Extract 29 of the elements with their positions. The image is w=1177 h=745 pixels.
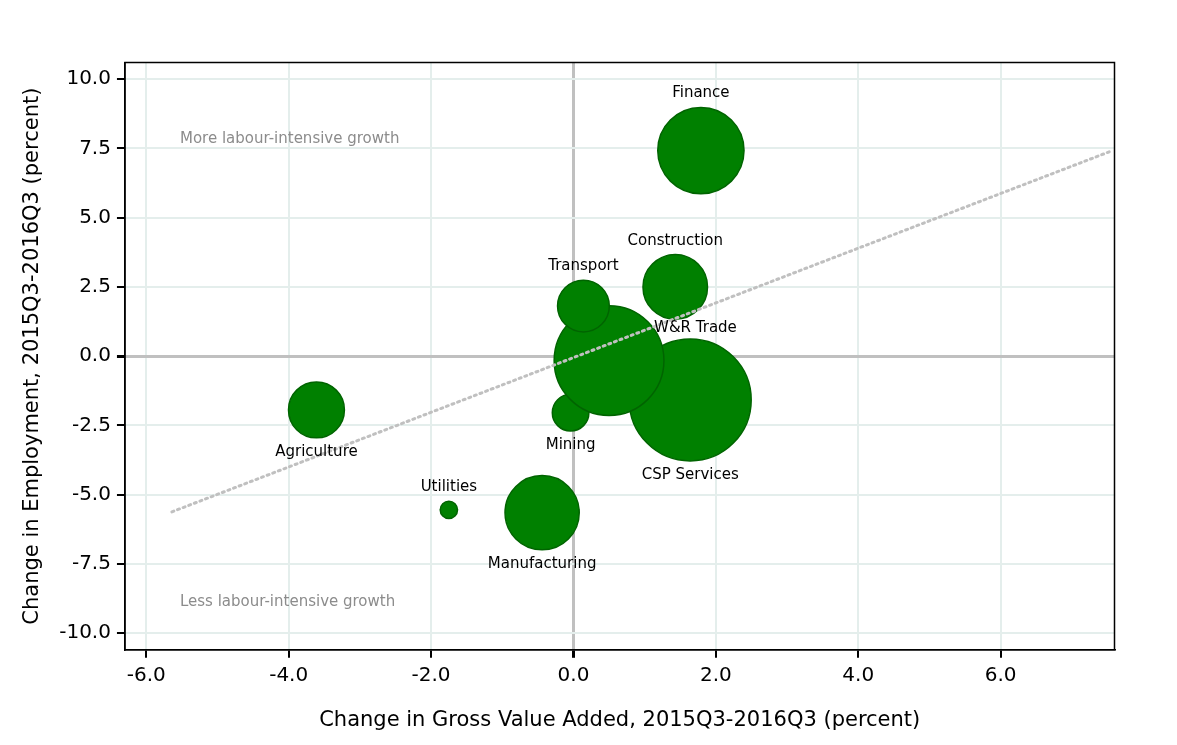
series-label: Manufacturing [487,553,597,572]
x-tick-label: 4.0 [842,662,875,686]
series-label: Mining [545,434,596,453]
y-axis-title: Change in Employment, 2015Q3-2016Q3 (percent) [19,87,44,625]
y-tick-label: -7.5 [71,550,111,575]
series-label: CSP Services [641,464,739,483]
x-axis-title: Change in Gross Value Added, 2015Q3-2016Q3 (percent) [319,706,921,731]
series-label: Transport [547,256,619,275]
x-tick-label: 0.0 [557,662,590,686]
x-tick-label: -6.0 [126,662,166,686]
annotation: More labour-intensive growth [179,129,400,148]
y-tick-label: -5.0 [71,480,111,505]
y-tick-label: 2.5 [79,273,111,298]
y-tick-label: 0.0 [79,342,111,367]
y-tick-label: -10.0 [59,619,111,644]
x-tick-label: 2.0 [699,662,732,686]
series-label: Utilities [420,477,478,496]
x-tick-label: 6.0 [984,662,1017,686]
series-label: W&R Trade [654,317,737,336]
series-label: Agriculture [275,441,358,460]
y-tick-label: -2.5 [71,411,111,436]
x-tick-label: -2.0 [411,662,451,686]
x-tick-label: -4.0 [269,662,309,686]
series-label: Finance [672,83,730,102]
y-tick-label: 10.0 [66,65,111,90]
series-label: Construction [627,230,724,249]
y-tick-label: 7.5 [79,134,111,159]
annotation: Less labour-intensive growth [179,591,396,610]
y-tick-label: 5.0 [79,203,111,228]
